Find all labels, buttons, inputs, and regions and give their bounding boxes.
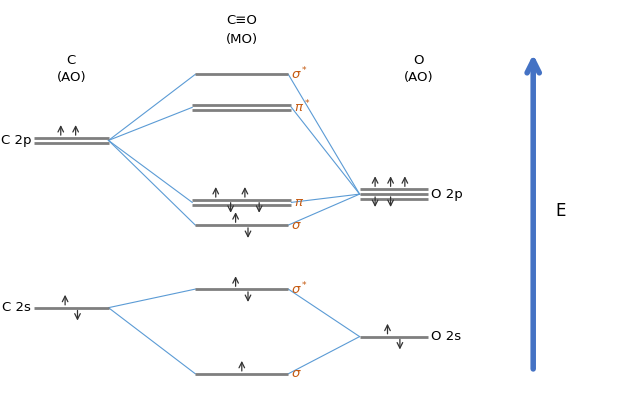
Text: C 2s: C 2s	[2, 301, 31, 314]
Text: C: C	[67, 54, 76, 66]
Text: E: E	[555, 202, 565, 220]
Text: $\sigma$: $\sigma$	[291, 218, 302, 232]
Text: C 2p: C 2p	[1, 134, 31, 147]
Text: $\sigma^*$: $\sigma^*$	[291, 281, 309, 297]
Text: (MO): (MO)	[226, 33, 258, 46]
Text: (AO): (AO)	[56, 71, 86, 84]
Text: $\sigma$: $\sigma$	[291, 367, 302, 380]
Text: O: O	[414, 54, 423, 66]
Text: $\pi$: $\pi$	[294, 196, 304, 209]
Text: O 2p: O 2p	[431, 188, 463, 201]
Text: O 2s: O 2s	[431, 330, 461, 343]
Text: $\pi^*$: $\pi^*$	[294, 99, 311, 116]
Text: (AO): (AO)	[404, 71, 433, 84]
Text: $\sigma^*$: $\sigma^*$	[291, 66, 309, 83]
Text: C≡O: C≡O	[226, 14, 257, 27]
